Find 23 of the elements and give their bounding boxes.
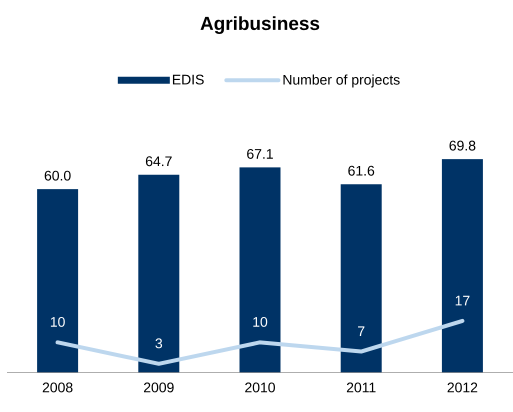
x-tick-label: 2008 <box>42 382 73 392</box>
data-label: 17 <box>456 296 470 306</box>
data-label: 64.7 <box>146 156 172 166</box>
data-label: 10 <box>253 316 268 327</box>
legend-label: Number of projects <box>284 74 400 88</box>
data-label: 69.8 <box>450 140 476 151</box>
bar <box>340 184 382 373</box>
bar <box>37 189 78 373</box>
data-label: 7 <box>358 326 364 336</box>
chart-title: Agribusiness <box>200 16 320 34</box>
bar <box>442 159 483 373</box>
bar <box>138 174 180 373</box>
x-tick-label: 2012 <box>448 382 478 392</box>
data-label: 61.6 <box>348 166 374 176</box>
x-tick-label: 2009 <box>144 382 174 392</box>
x-tick-label: 2011 <box>346 382 376 392</box>
x-tick-label: 2010 <box>245 382 275 392</box>
bar <box>240 167 281 373</box>
legend-label: EDIS <box>172 74 204 85</box>
data-label: 60.0 <box>44 170 71 181</box>
data-label: 3 <box>155 338 162 348</box>
data-label: 67.1 <box>247 148 273 159</box>
data-label: 10 <box>50 316 65 327</box>
